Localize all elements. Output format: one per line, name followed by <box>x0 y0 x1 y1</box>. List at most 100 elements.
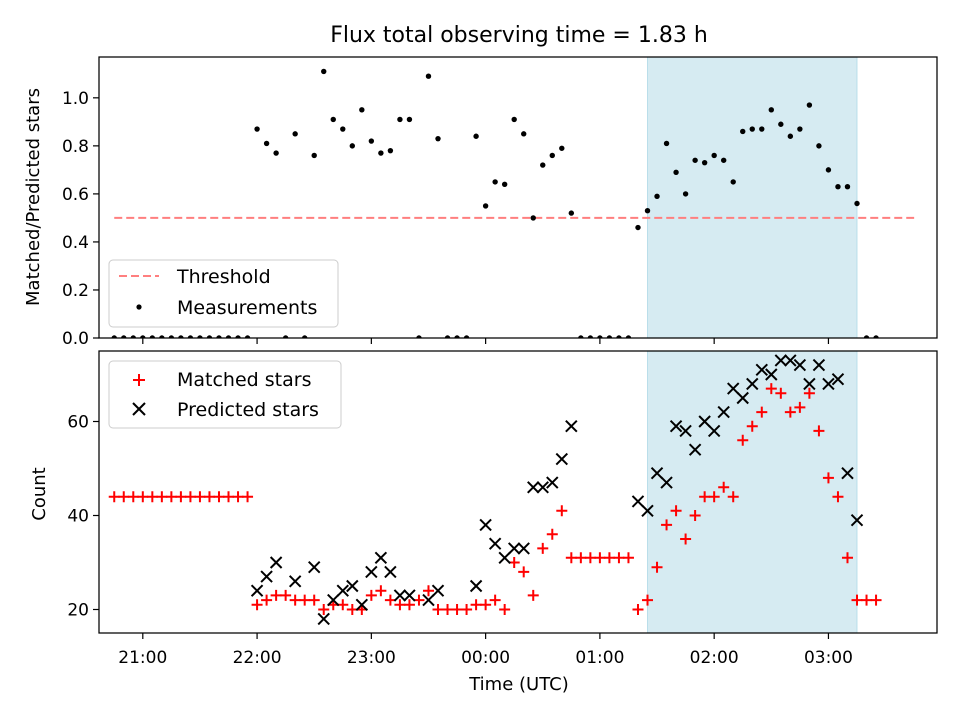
predicted-star-point <box>717 405 730 419</box>
x-tick-label: 03:00 <box>804 648 853 668</box>
measurement-point <box>873 335 879 338</box>
measurement-point <box>835 183 841 190</box>
matched-star-point <box>841 552 853 564</box>
predicted-star-point <box>650 466 664 480</box>
predicted-star-point <box>546 476 559 489</box>
predicted-star-point <box>393 589 407 602</box>
predicted-star-point <box>793 358 807 372</box>
measurement-point <box>473 133 479 139</box>
ratio-shaded-region <box>647 57 858 338</box>
measurement-point <box>549 152 555 159</box>
matched-star-point <box>194 491 206 503</box>
measurement-point <box>263 140 270 147</box>
matched-star-point <box>784 406 796 418</box>
matched-star-point <box>175 491 187 503</box>
measurement-point <box>149 335 156 338</box>
matched-star-point <box>232 491 244 503</box>
measurement-point <box>368 138 375 144</box>
measurement-point <box>330 116 336 123</box>
chart-title: Flux total observing time = 1.83 h <box>330 23 708 48</box>
matched-star-point <box>461 604 473 615</box>
predicted-star-point <box>679 424 692 438</box>
matched-star-point <box>489 594 501 606</box>
matched-star-point <box>680 533 692 545</box>
measurement-point <box>740 128 746 135</box>
predicted-stars-legend-label: Predicted stars <box>177 399 319 421</box>
measurement-point <box>397 116 403 123</box>
predicted-star-point <box>488 537 502 550</box>
ratio-panel: 0.0 0.2 0.4 0.6 0.8 1.0 Matched/Predicted sta… <box>23 56 938 349</box>
predicted-star-point <box>555 452 569 466</box>
ratio-y-tick-label: 0.4 <box>62 233 89 253</box>
matched-star-point <box>622 552 634 564</box>
measurement-point <box>587 335 594 338</box>
measurement-point <box>349 143 356 149</box>
count-y-axis-ticks: 20 40 60 <box>67 413 99 621</box>
matched-star-point <box>518 566 530 578</box>
measurement-point <box>454 335 460 338</box>
predicted-star-point <box>431 584 445 597</box>
matched-star-point <box>223 491 235 503</box>
measurement-point <box>806 102 813 108</box>
predicted-star-point <box>317 612 330 626</box>
x-tick-label: 21:00 <box>118 648 167 668</box>
predicted-star-point <box>507 542 521 555</box>
measurement-point <box>311 152 317 159</box>
measurement-point <box>797 126 803 132</box>
matched-star-point <box>861 594 873 606</box>
measurement-point <box>482 203 489 209</box>
ratio-plot-frame <box>98 56 938 339</box>
predicted-star-point <box>841 466 854 480</box>
measurement-point <box>768 107 775 113</box>
matched-star-point <box>584 552 596 564</box>
predicted-star-point <box>498 551 511 565</box>
ratio-legend: Threshold Measurements <box>108 259 339 328</box>
count-x-axis-ticks: 21:00 22:00 23:00 00:00 01:00 02:00 03:00 <box>118 633 853 668</box>
matched-star-point <box>261 594 273 606</box>
predicted-star-point <box>365 565 378 579</box>
measurement-point <box>225 335 232 338</box>
predicted-stars-legend-swatch <box>132 402 146 416</box>
measurement-point <box>378 150 384 156</box>
matched-star-point <box>575 552 587 564</box>
matched-star-point <box>765 383 777 395</box>
measurement-point <box>416 335 422 338</box>
predicted-star-point <box>822 377 835 391</box>
matched-star-point <box>632 604 644 615</box>
predicted-star-point <box>765 368 778 381</box>
ratio-legend-box <box>108 259 339 328</box>
measurement-point <box>235 335 241 338</box>
ratio-y-axis-label: Matched/Predicted stars <box>23 88 44 306</box>
measurement-point <box>816 143 822 149</box>
matched-star-point <box>242 491 254 503</box>
measurement-point <box>425 73 432 79</box>
predicted-star-point <box>631 495 645 508</box>
measurement-point <box>130 335 136 338</box>
ratio-y-axis-ticks: 0.0 0.2 0.4 0.6 0.8 1.0 <box>62 89 99 349</box>
count-plot-frame <box>98 350 938 634</box>
measurement-point <box>701 159 708 166</box>
matched-star-point <box>794 401 806 413</box>
measurement-point <box>692 157 698 163</box>
measurement-point <box>187 335 194 338</box>
x-tick-label: 01:00 <box>575 648 624 668</box>
measurement-point <box>178 335 184 338</box>
measurement-point <box>216 335 222 338</box>
matched-star-point <box>365 589 377 601</box>
measurement-point <box>321 68 327 75</box>
matched-star-point <box>527 589 539 601</box>
matched-star-point <box>127 491 139 503</box>
matched-star-point <box>289 594 301 606</box>
measurement-point <box>540 162 546 168</box>
matched-star-point <box>280 589 292 601</box>
measurement-point <box>501 181 508 187</box>
count-panel: 20 40 60 21:00 22:00 23:00 00:00 01:00 02:00 03:… <box>29 350 938 695</box>
matched-star-point <box>394 599 406 611</box>
matched-star-point <box>318 604 330 615</box>
measurement-point <box>597 335 603 338</box>
predicted-star-point <box>727 382 740 395</box>
x-axis-label: Time (UTC) <box>468 674 569 695</box>
predicted-star-point <box>355 598 369 612</box>
measurement-point <box>616 335 622 338</box>
measurement-point <box>463 335 470 338</box>
